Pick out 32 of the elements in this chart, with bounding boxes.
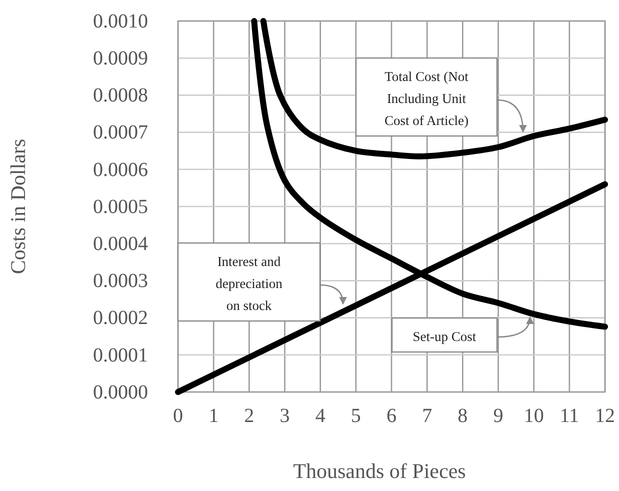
y-tick-label: 0.0006 [93,158,148,181]
x-tick-label: 8 [458,405,468,428]
x-tick-label: 6 [386,405,396,428]
y-tick-label: 0.0004 [93,233,148,255]
x-tick-label: 0 [173,405,183,428]
annotation: Set-up Cost [412,329,476,344]
y-tick-label: 0.0007 [93,122,148,144]
x-tick-label: 2 [244,405,254,428]
x-tick-label: 10 [524,405,544,428]
annotation: Total Cost (Not Including Unit Cost of Article) [384,69,469,128]
x-tick-label: 5 [350,405,361,428]
note-box: Set-up Cost [391,317,498,353]
x-tick-label: 9 [493,405,504,428]
x-tick-label: 4 [315,405,326,428]
x-tick-label: 3 [280,405,290,428]
y-tick-label: 0.0009 [93,48,148,70]
x-tick-label: 11 [560,405,580,428]
annotation: Interest and depreciation on stock [216,254,283,313]
y-axis-title: Costs in Dollars [6,138,30,274]
x-tick-label: 1 [208,405,219,428]
y-tick-label: 0.0003 [93,270,148,292]
y-tick-label: 0.0010 [93,10,148,32]
y-tick-label: 0.0005 [93,196,148,218]
x-tick-label: 7 [422,405,432,428]
note-box: Total Cost (Not Including Unit Cost of Article) [355,57,498,137]
y-tick-label: 0.0002 [93,307,148,330]
x-tick-label: 12 [595,405,615,428]
note-box: Interest and depreciation on stock [177,242,321,322]
y-tick-label: 0.0001 [93,344,148,366]
y-tick-label: 0.0000 [93,381,148,404]
y-tick-label: 0.0008 [93,84,148,107]
x-axis-title: Thousands of Pieces [293,459,466,483]
